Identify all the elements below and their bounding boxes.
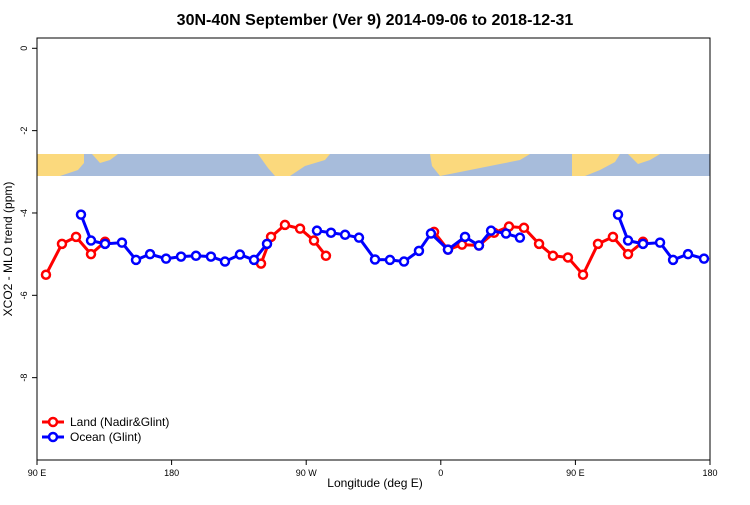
- data-point: [205, 251, 217, 262]
- data-point: [353, 232, 365, 243]
- data-point: [70, 231, 82, 243]
- data-point: [144, 248, 156, 260]
- data-point: [473, 240, 485, 251]
- data-point: [279, 219, 291, 231]
- data-point: [698, 253, 710, 264]
- data-point: [320, 250, 332, 262]
- data-point: [85, 235, 97, 246]
- legend-label: Land (Nadir&Glint): [70, 415, 169, 429]
- x-tick-label: 90 W: [296, 468, 318, 478]
- data-point: [682, 248, 694, 260]
- data-point: [339, 229, 351, 241]
- data-point: [308, 235, 320, 246]
- data-point: [442, 244, 454, 255]
- data-point: [607, 231, 619, 243]
- data-point: [514, 232, 526, 243]
- data-point: [261, 238, 273, 250]
- data-point: [533, 238, 545, 250]
- data-point: [637, 238, 649, 250]
- data-point: [116, 237, 128, 248]
- chart-title: 30N-40N September (Ver 9) 2014-09-06 to …: [177, 12, 574, 29]
- data-point: [622, 248, 634, 260]
- data-point: [56, 238, 68, 250]
- data-point: [175, 251, 187, 262]
- x-axis-title: Longitude (deg E): [327, 476, 422, 490]
- data-point: [99, 238, 111, 250]
- data-point: [612, 209, 624, 220]
- data-point: [562, 252, 574, 263]
- data-point: [294, 223, 306, 234]
- y-tick-label: -8: [19, 374, 29, 382]
- y-tick-label: -4: [19, 209, 29, 217]
- legend-marker: [47, 416, 59, 428]
- legend-marker: [47, 431, 59, 443]
- data-point: [654, 237, 666, 248]
- y-axis-title: XCO2 - MLO trend (ppm): [1, 182, 15, 317]
- x-tick-label: 90 E: [566, 468, 585, 478]
- data-point: [219, 256, 231, 267]
- data-point: [518, 222, 530, 234]
- data-point: [459, 231, 471, 243]
- data-point: [384, 254, 396, 266]
- data-point: [425, 228, 437, 239]
- data-point: [190, 250, 202, 262]
- data-point: [234, 249, 246, 260]
- x-tick-label: 90 E: [28, 468, 47, 478]
- x-tick-label: 180: [164, 468, 179, 478]
- x-tick-label: 180: [702, 468, 717, 478]
- y-tick-label: -6: [19, 291, 29, 299]
- data-point: [248, 254, 260, 266]
- data-point: [592, 238, 604, 250]
- data-point: [500, 228, 512, 239]
- data-point: [75, 209, 87, 220]
- data-point: [85, 248, 97, 260]
- plot-frame: [36, 37, 711, 461]
- data-point: [547, 250, 559, 262]
- data-point: [160, 253, 172, 264]
- data-point: [311, 225, 323, 236]
- data-point: [577, 269, 589, 280]
- data-point: [667, 254, 679, 266]
- data-point: [398, 256, 410, 267]
- data-point: [413, 245, 425, 257]
- data-point: [369, 254, 381, 265]
- y-tick-label: -2: [19, 127, 29, 135]
- data-point: [325, 227, 337, 238]
- map-strip: [37, 154, 710, 176]
- y-tick-label: 0: [19, 46, 29, 51]
- legend-label: Ocean (Glint): [70, 430, 141, 444]
- x-tick-label: 0: [438, 468, 443, 478]
- data-point: [622, 235, 634, 246]
- data-point: [40, 269, 52, 280]
- data-point: [130, 254, 142, 266]
- data-point: [485, 225, 497, 236]
